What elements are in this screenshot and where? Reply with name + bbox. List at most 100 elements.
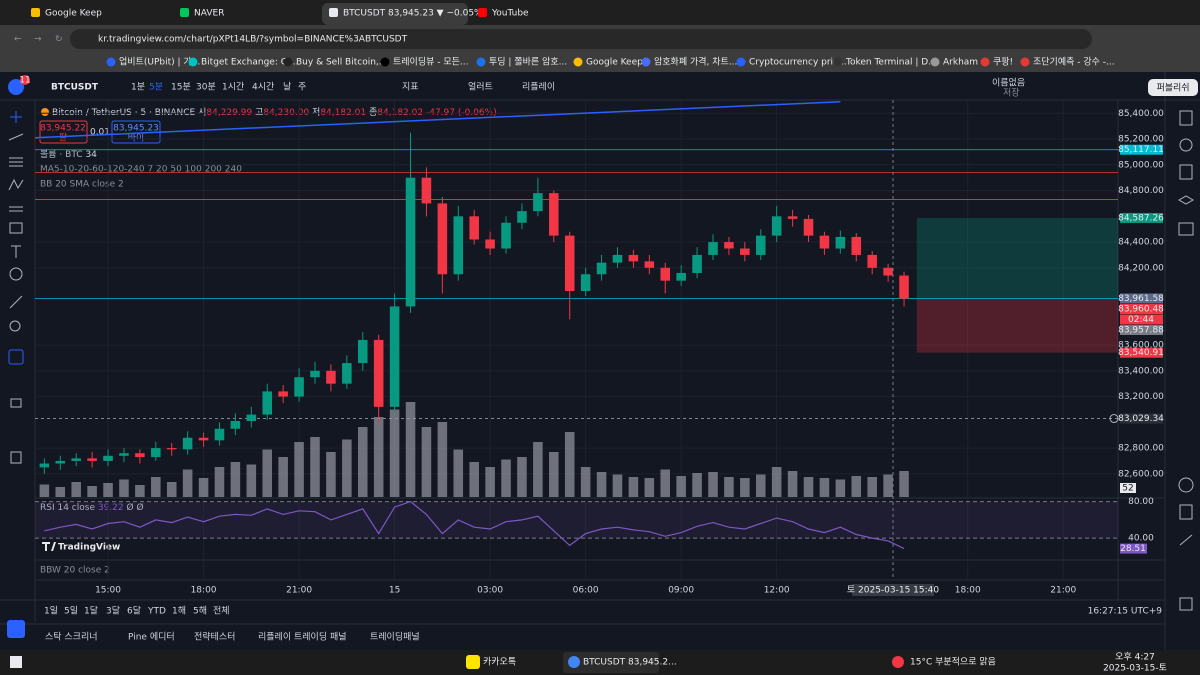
tab-title[interactable]: YouTube [491,9,529,19]
bookmark[interactable]: 트레이딩뷰 - 모든... [393,57,469,68]
bookmark[interactable]: Token Terminal | D... [845,58,937,68]
interval[interactable]: 15분 [171,82,191,93]
bookmark[interactable]: Buy & Sell Bitcoin,... [296,58,387,68]
interval[interactable]: 1시간 [222,82,244,93]
address-field[interactable] [70,29,1092,49]
panel-tab[interactable]: 전략테스터 [194,631,235,643]
tab-title[interactable]: NAVER [194,9,224,19]
magnet-tool[interactable] [8,349,24,365]
alerts-icon[interactable] [1179,138,1193,152]
taskbar-time: 오후 4:27 [1115,652,1155,663]
indicators-button[interactable]: 지표 [402,82,419,93]
star-button[interactable] [7,620,25,638]
fib-tool[interactable] [9,157,23,167]
taskbar-app[interactable]: 카카오톡 [483,657,516,668]
add-alert-icon[interactable] [1109,414,1119,424]
interval[interactable]: 1분 [131,82,145,93]
bookmark[interactable]: 업비트(UPbit) | 가... [119,57,200,68]
bookmark[interactable]: 조단기예측 - 강수 -... [1033,57,1115,68]
reload-icon[interactable]: ↻ [55,35,63,45]
start-button[interactable] [10,656,22,668]
interval[interactable]: 5분 [149,82,163,93]
tab-favicon [478,8,487,17]
candle-body [564,235,575,291]
panel-tab[interactable]: 트레이딩패널 [370,632,420,643]
interval[interactable]: 4시간 [252,82,274,93]
volume-bar [692,473,702,497]
layers-icon[interactable] [1177,195,1195,205]
shape-tool[interactable] [9,222,23,234]
rsi-extra: Ø Ø [127,502,144,513]
panel-tab[interactable]: 리플레이 트레이딩 패널 [258,632,347,643]
zoom-tool[interactable] [9,320,21,332]
range-button[interactable]: 전체 [213,606,230,617]
ideas-icon[interactable] [1178,477,1194,493]
bookmark[interactable]: Cryptocurrency pric... [749,58,847,68]
news-icon[interactable] [1179,164,1193,180]
volume-bar [708,472,718,497]
publish-label[interactable]: 퍼블리쉬 [1156,83,1189,94]
range-button[interactable]: 6달 [127,605,141,617]
alert-button[interactable]: 얼러트 [468,82,493,93]
avatar[interactable] [8,79,24,95]
chrome-icon[interactable] [568,656,580,668]
projection-tool[interactable] [9,206,23,212]
url[interactable]: kr.tradingview.com/chart/pXPt14LB/?symbo… [98,35,408,45]
volume-bar [485,467,495,497]
taskbar-app[interactable]: BTCUSDT 83,945.2... [583,658,677,668]
sell-box[interactable] [39,120,88,144]
candle-body [819,235,830,249]
candle-body [803,218,814,236]
candle-body [119,453,129,456]
active-app[interactable] [563,652,659,673]
panel-tab[interactable]: Pine 에디터 [128,632,175,643]
ruler-tool[interactable] [9,295,23,309]
trash-tool[interactable] [10,451,22,464]
back-icon[interactable]: ← [14,35,22,45]
range-button[interactable]: 5일 [64,606,78,617]
bookmark[interactable]: 암호화폐 가격, 차트... [654,56,737,68]
emoji-tool[interactable] [9,267,23,281]
range-button[interactable]: 5해 [193,606,207,617]
publish-button[interactable] [1148,79,1198,96]
calendar-icon[interactable] [1179,504,1193,520]
x-tick-label: 21:00 [286,586,312,596]
range-button[interactable]: 1해 [172,606,186,617]
active-tab[interactable] [322,3,468,25]
pattern-tool[interactable] [8,178,24,191]
layout-name[interactable]: 이름없음 [992,78,1025,89]
trade-icon[interactable] [1179,534,1193,546]
bookmark[interactable]: Arkham [943,58,978,68]
notifications-icon[interactable] [1179,597,1193,611]
interval[interactable]: 날 [283,82,291,93]
replay-button[interactable]: 리플레이 [522,82,555,93]
interval[interactable]: 30분 [196,82,216,93]
range-button[interactable]: YTD [147,607,166,617]
crosshair-tool[interactable] [10,111,22,123]
tab-title[interactable]: Google Keep [45,9,102,19]
volume-bar [294,442,304,497]
interval[interactable]: 주 [298,82,306,93]
price-tag-bg [1120,325,1163,336]
text-tool[interactable] [11,245,21,258]
lock-tool[interactable] [10,398,22,408]
symbol[interactable]: BTCUSDT [51,83,99,93]
range-button[interactable]: 1달 [84,605,98,617]
bookmark[interactable]: 쿠팡! [993,57,1013,68]
forward-icon[interactable]: → [34,35,42,45]
range-button[interactable]: 1일 [44,606,58,617]
buy-price: 83,945.23 [113,124,159,134]
kakao-icon[interactable] [466,655,480,669]
range-button[interactable]: 3달 [106,605,120,617]
bookmark[interactable]: 투딩 | 쫄바른 암호... [489,56,567,68]
bookmark[interactable]: Bitget Exchange: Cr... [201,58,298,68]
volume-bar [135,485,145,497]
tab-title[interactable]: BTCUSDT 83,945.23 ▼ −0.05% [343,9,483,19]
candle-body [549,193,559,236]
chat-icon[interactable] [1178,222,1194,236]
trend-tool[interactable] [8,133,24,141]
ohlc-key: 시 [198,107,206,118]
bookmark[interactable]: Google Keep [586,58,643,68]
panel-tab[interactable]: 스탁 스크리너 [45,631,98,643]
watchlist-icon[interactable] [1179,110,1193,126]
